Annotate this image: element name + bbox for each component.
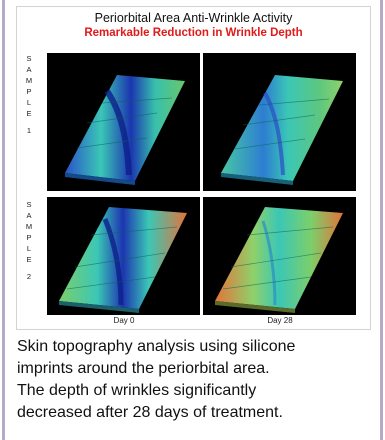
panel-sample1-day28 [203, 53, 356, 191]
topography-figure: Periorbital Area Anti-Wrinkle Activity R… [16, 6, 371, 330]
column-label-day0: Day 0 [113, 316, 135, 325]
caption-line: imprints around the periorbital area. [17, 360, 270, 377]
skin-topography-image [221, 75, 343, 185]
frame-border-left [2, 0, 5, 440]
column-label-day28: Day 28 [267, 316, 293, 325]
panel-sample2-day28 [203, 197, 356, 315]
skin-topography-image [215, 207, 343, 313]
sample-1-label: S A M P L E 1 [25, 54, 33, 135]
caption-line: decreased after 28 days of treatment. [17, 404, 283, 421]
frame-border-right [380, 0, 383, 440]
skin-topography-image [65, 75, 185, 185]
caption-line: The depth of wrinkles significantly [17, 382, 257, 399]
figure-caption: Skin topography analysis using silicone … [17, 336, 372, 424]
skin-topography-image [59, 207, 187, 313]
panel-sample2-day0 [47, 197, 200, 315]
panel-sample1-day0 [47, 53, 200, 191]
sample-2-label: S A M P L E 2 [25, 200, 33, 281]
figure-subtitle: Remarkable Reduction in Wrinkle Depth [84, 27, 303, 39]
figure-title: Periorbital Area Anti-Wrinkle Activity [94, 11, 293, 25]
caption-line: Skin topography analysis using silicone [17, 338, 296, 355]
